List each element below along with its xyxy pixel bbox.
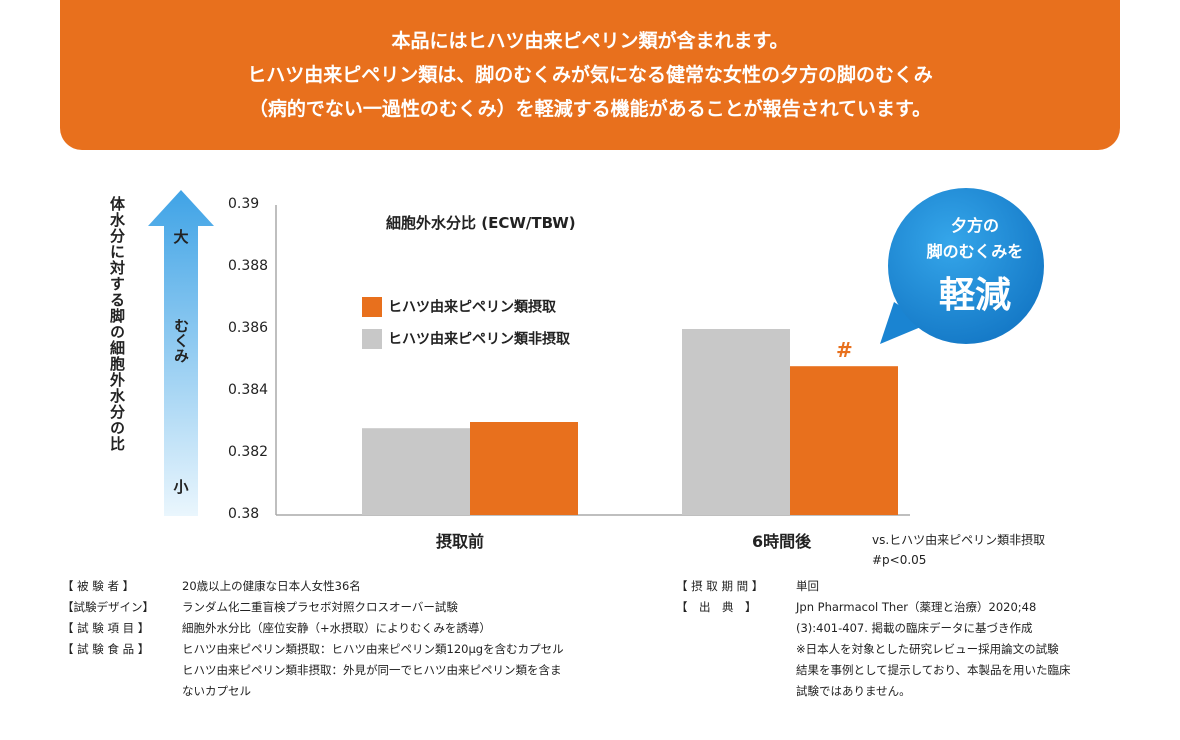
study-info-row: 【試験デザイン】 ランダム化二重盲検プラセボ対照クロスオーバー試験 bbox=[62, 597, 564, 618]
study-info-row: 結果を事例として提示しており、本製品を用いた臨床 bbox=[676, 660, 1071, 681]
study-info-key: 【 試 験 項 目 】 bbox=[62, 621, 150, 635]
x-category-before: 摂取前 bbox=[436, 532, 485, 551]
legend-label-non-intake: ヒハツ由来ピペリン類非摂取 bbox=[388, 331, 570, 348]
study-info-row: 【 被 験 者 】 20歳以上の健康な日本人女性36名 bbox=[62, 576, 564, 597]
study-info-value: ※日本人を対象とした研究レビュー採用論文の試験 bbox=[796, 642, 1059, 656]
legend-swatch-intake bbox=[362, 296, 382, 317]
study-info-row: 【 摂 取 期 間 】 単回 bbox=[676, 576, 1071, 597]
arrow-label-bottom: 小 bbox=[173, 478, 189, 496]
legend-swatch-non-intake bbox=[362, 328, 382, 349]
study-info-value: 結果を事例として提示しており、本製品を用いた臨床 bbox=[796, 663, 1071, 677]
study-info-key bbox=[62, 681, 182, 702]
study-info-key: 【 被 験 者 】 bbox=[62, 579, 135, 593]
speech-bubble-icon bbox=[880, 188, 1044, 344]
x-category-after: 6時間後 bbox=[752, 532, 812, 551]
study-info-row: ヒハツ由来ピペリン類非摂取：外見が同一でヒハツ由来ピペリン類を含ま bbox=[62, 660, 564, 681]
study-info-value: ランダム化二重盲検プラセボ対照クロスオーバー試験 bbox=[182, 600, 458, 614]
y-tick-label: 0.386 bbox=[228, 320, 269, 336]
study-info-key: 【 摂 取 期 間 】 bbox=[676, 579, 764, 593]
study-info-key bbox=[62, 660, 182, 681]
study-info-row: ないカプセル bbox=[62, 681, 564, 702]
y-tick-label: 0.384 bbox=[228, 382, 269, 398]
study-info-row: 【 試 験 項 目 】 細胞外水分比（座位安静（+水摂取）によりむくみを誘導） bbox=[62, 618, 564, 639]
y-tick-label: 0.38 bbox=[228, 506, 260, 522]
bubble-line-3: 軽減 bbox=[938, 275, 1011, 316]
study-info-row: 【 試 験 食 品 】 ヒハツ由来ピペリン類摂取：ヒハツ由来ピペリン類120μgを… bbox=[62, 639, 564, 660]
legend-item-intake: ヒハツ由来ピペリン類摂取 bbox=[362, 296, 556, 317]
banner-line-1: 本品にはヒハツ由来ピペリン類が含まれます。 bbox=[391, 30, 789, 52]
chart-title: 細胞外水分比 (ECW/TBW) bbox=[386, 214, 576, 232]
y-tick-label: 0.382 bbox=[228, 444, 269, 460]
study-info-value: Jpn Pharmacol Ther（薬理と治療）2020;48 bbox=[796, 600, 1037, 614]
info-banner: 本品にはヒハツ由来ピペリン類が含まれます。 ヒハツ由来ピペリン類は、脚のむくみが… bbox=[60, 0, 1120, 150]
study-info-key: 【試験デザイン】 bbox=[62, 600, 154, 614]
study-info-key: 【 試 験 食 品 】 bbox=[62, 642, 150, 656]
y-tick-label: 0.388 bbox=[228, 258, 269, 274]
bar-non-intake-before bbox=[362, 428, 470, 515]
arrow-label-middle: むくみ bbox=[172, 318, 190, 363]
bubble-line-2: 脚のむくみを bbox=[926, 242, 1024, 261]
bubble-line-1: 夕方の bbox=[950, 216, 999, 235]
bar-intake-before bbox=[470, 422, 578, 515]
bar-intake-after bbox=[790, 366, 898, 515]
significance-note-line-1: vs.ヒハツ由来ピペリン類非摂取 bbox=[872, 533, 1046, 547]
banner-line-2: ヒハツ由来ピペリン類は、脚のむくみが気になる健常な女性の夕方の脚のむくみ bbox=[247, 64, 933, 86]
study-info-row: 試験ではありません。 bbox=[676, 681, 1071, 702]
significance-note: vs.ヒハツ由来ピペリン類非摂取 #p<0.05 bbox=[872, 530, 1045, 570]
study-info-value: 20歳以上の健康な日本人女性36名 bbox=[182, 579, 361, 593]
banner-line-3: （病的でない一過性のむくみ）を軽減する機能があることが報告されています。 bbox=[248, 98, 932, 120]
significance-note-line-2: #p<0.05 bbox=[872, 553, 927, 567]
legend-item-non-intake: ヒハツ由来ピペリン類非摂取 bbox=[362, 328, 570, 349]
study-info-key bbox=[676, 681, 796, 702]
study-info-value: ないカプセル bbox=[182, 684, 251, 698]
study-info-left: 【 被 験 者 】 20歳以上の健康な日本人女性36名【試験デザイン】 ランダム化二… bbox=[62, 576, 564, 702]
study-info-key bbox=[676, 660, 796, 681]
legend-label-intake: ヒハツ由来ピペリン類摂取 bbox=[388, 299, 556, 316]
study-info-key bbox=[676, 618, 796, 639]
study-info-value: 単回 bbox=[796, 579, 819, 593]
bar-non-intake-after bbox=[682, 329, 790, 515]
study-info-value: 細胞外水分比（座位安静（+水摂取）によりむくみを誘導） bbox=[182, 621, 491, 635]
study-info-value: ヒハツ由来ピペリン類摂取：ヒハツ由来ピペリン類120μgを含むカプセル bbox=[182, 642, 564, 656]
study-info-row: 【 出 典 】 Jpn Pharmacol Ther（薬理と治療）2020;48 bbox=[676, 597, 1071, 618]
study-info-key bbox=[676, 639, 796, 660]
y-axis-label-wrap: 体水分に対する脚の細胞外水分の比 bbox=[102, 196, 132, 516]
study-info-right: 【 摂 取 期 間 】 単回【 出 典 】 Jpn Pharmacol Ther（薬… bbox=[676, 576, 1071, 702]
study-info-row: (3):401-407. 掲載の臨床データに基づき作成 bbox=[676, 618, 1071, 639]
swelling-scale-arrow-icon bbox=[148, 190, 214, 516]
study-info-key: 【 出 典 】 bbox=[676, 600, 757, 614]
study-info-value: (3):401-407. 掲載の臨床データに基づき作成 bbox=[796, 621, 1033, 635]
y-tick-label: 0.39 bbox=[228, 196, 260, 212]
study-info-value: 試験ではありません。 bbox=[796, 684, 911, 698]
study-info-row: ※日本人を対象とした研究レビュー採用論文の試験 bbox=[676, 639, 1071, 660]
significance-mark: # bbox=[836, 338, 853, 362]
study-info-value: ヒハツ由来ピペリン類非摂取：外見が同一でヒハツ由来ピペリン類を含ま bbox=[182, 663, 562, 677]
y-axis-label: 体水分に対する脚の細胞外水分の比 bbox=[108, 196, 126, 452]
arrow-label-top: 大 bbox=[173, 228, 189, 246]
